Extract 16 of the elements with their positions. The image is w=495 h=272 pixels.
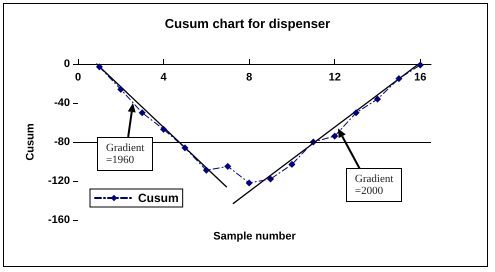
annotation: Gradient =1960 [96,137,154,171]
annotation: Gradient =2000 [346,168,402,202]
x-tick-label: 8 [246,72,252,84]
x-tick-label: 12 [328,72,341,84]
y-tick-label: -80 [54,136,70,148]
y-tick-label: -160 [48,214,70,226]
x-tick-label: 0 [74,72,82,84]
legend-label: Cusum [138,191,179,205]
x-axis-title: Sample number [213,230,296,242]
x-tick-label: 4 [160,72,168,84]
y-tick-label: 0 [64,58,70,70]
chart-title: Cusum chart for dispenser [164,16,330,31]
y-axis-title: Cusum [24,123,36,161]
y-tick-label: -40 [54,97,70,109]
y-tick-label: -120 [48,175,70,187]
x-tick-label: 16 [414,72,426,84]
